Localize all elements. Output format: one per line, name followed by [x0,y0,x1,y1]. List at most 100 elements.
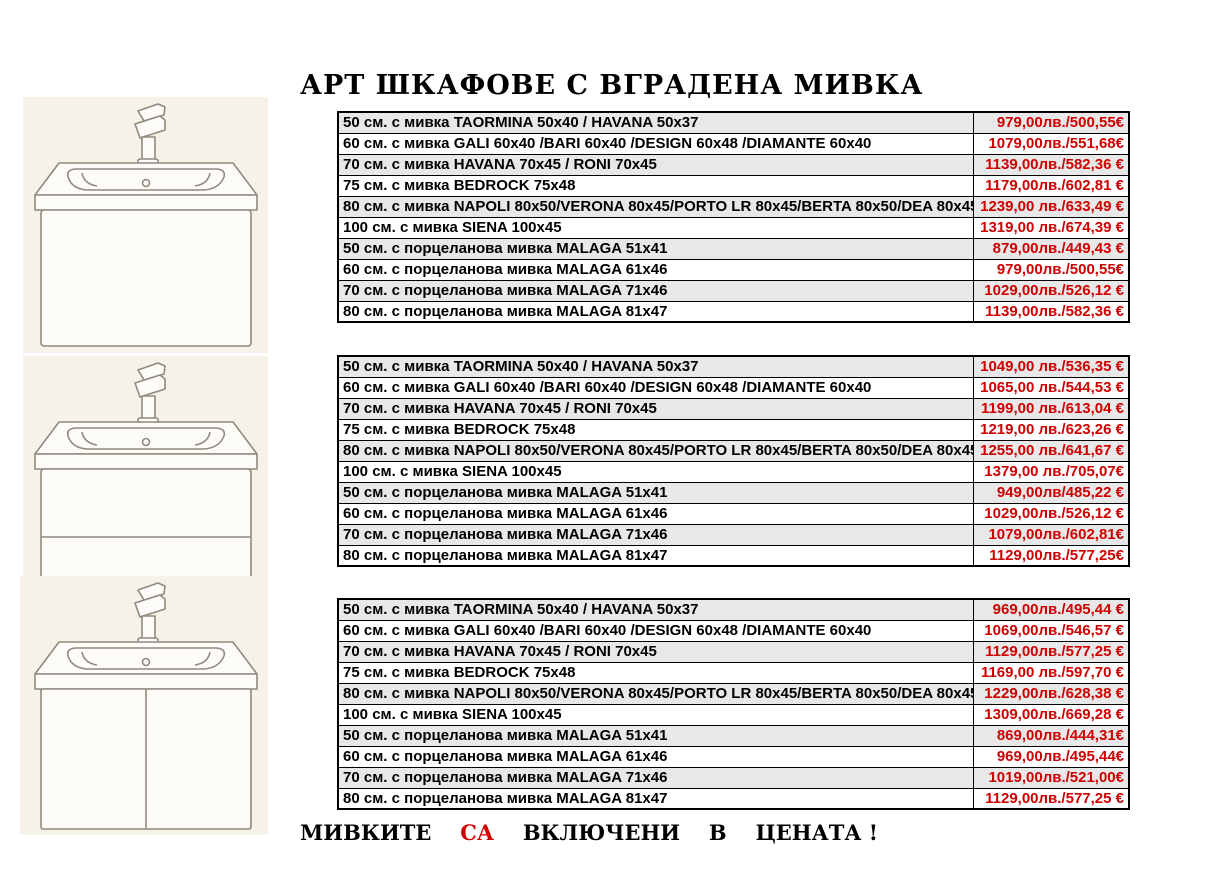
table-row: 50 см. с мивка TAORMINA 50x40 / HAVANA 5… [337,111,1130,134]
sink-icon [34,641,258,690]
table-row: 80 см. с мивка NAPOLI 80x50/VERONA 80x45… [337,439,1130,462]
table-row: 50 см. с порцеланова мивка MALAGA 51x41 9… [337,481,1130,504]
product-cell: 100 см. с мивка SIENA 100x45 [337,460,974,483]
table-row: 70 см. с порцеланова мивка MALAGA 71x46 1… [337,766,1130,789]
footer-word: В [708,820,727,845]
footer-word: ВКЛЮЧЕНИ [522,820,681,845]
price-cell: 949,00лв/485,22 € [972,481,1130,504]
product-cell: 100 см. с мивка SIENA 100x45 [337,703,974,726]
price-cell: 1069,00лв./546,57 € [972,619,1130,642]
vanity-cabinet-drawing [34,582,258,830]
product-cell: 60 см. с порцеланова мивка MALAGA 61x46 [337,745,974,768]
price-table-1: 50 см. с мивка TAORMINA 50x40 / HAVANA 5… [337,111,1130,323]
table-row: 60 см. с порцеланова мивка MALAGA 61x46 1… [337,502,1130,525]
table-row: 100 см. с мивка SIENA 100x45 1319,00 лв./… [337,216,1130,239]
product-cell: 75 см. с мивка BEDROCK 75x48 [337,174,974,197]
footer-word: ЦЕНАТА ! [755,820,878,845]
price-cell: 869,00лв./444,31€ [972,724,1130,747]
price-cell: 1139,00лв./582,36 € [972,300,1130,323]
table-row: 50 см. с мивка TAORMINA 50x40 / HAVANA 5… [337,598,1130,621]
product-cell: 80 см. с порцеланова мивка MALAGA 81x47 [337,544,974,567]
product-cell: 70 см. с мивка HAVANA 70x45 / RONI 70x45 [337,397,974,420]
table-row: 80 см. с порцеланова мивка MALAGA 81x47 1… [337,544,1130,567]
price-cell: 1239,00 лв./633,49 € [972,195,1130,218]
product-cell: 70 см. с мивка HAVANA 70x45 / RONI 70x45 [337,153,974,176]
price-cell: 879,00лв./449,43 € [972,237,1130,260]
faucet-icon [134,362,166,424]
product-cell: 100 см. с мивка SIENA 100x45 [337,216,974,239]
price-cell: 1019,00лв./521,00€ [972,766,1130,789]
table-row: 50 см. с порцеланова мивка MALAGA 51x41 8… [337,237,1130,260]
table-row: 100 см. с мивка SIENA 100x45 1309,00лв./6… [337,703,1130,726]
table-row: 60 см. с порцеланова мивка MALAGA 61x46 9… [337,258,1130,281]
price-cell: 1129,00лв./577,25 € [972,787,1130,810]
product-cell: 50 см. с мивка TAORMINA 50x40 / HAVANA 5… [337,355,974,378]
table-row: 70 см. с мивка HAVANA 70x45 / RONI 70x45… [337,640,1130,663]
price-cell: 1079,00лв./551,68€ [972,132,1130,155]
product-cell: 80 см. с мивка NAPOLI 80x50/VERONA 80x45… [337,682,974,705]
product-cell: 50 см. с мивка TAORMINA 50x40 / HAVANA 5… [337,598,974,621]
price-table-2: 50 см. с мивка TAORMINA 50x40 / HAVANA 5… [337,355,1130,567]
product-cell: 75 см. с мивка BEDROCK 75x48 [337,661,974,684]
table-row: 75 см. с мивка BEDROCK 75x48 1219,00 лв./… [337,418,1130,441]
product-cell: 60 см. с мивка GALI 60x40 /BARI 60x40 /D… [337,376,974,399]
product-cell: 70 см. с порцеланова мивка MALAGA 71x46 [337,523,974,546]
price-cell: 1219,00 лв./623,26 € [972,418,1130,441]
price-cell: 1255,00 лв./641,67 € [972,439,1130,462]
price-cell: 1129,00лв./577,25€ [972,544,1130,567]
vanity-cabinet-drawing [34,103,258,347]
footer-word-highlighted: СА [460,820,495,845]
price-cell: 1139,00лв./582,36 € [972,153,1130,176]
footer-note: МИВКИТЕ СА ВКЛЮЧЕНИ В ЦЕНАТА ! [300,820,878,845]
price-cell: 1179,00лв./602,81 € [972,174,1130,197]
vanity-illustration-plain-front [23,97,268,353]
product-cell: 80 см. с порцеланова мивка MALAGA 81x47 [337,787,974,810]
table-row: 80 см. с порцеланова мивка MALAGA 81x47 1… [337,300,1130,323]
cabinet-icon [40,209,252,347]
product-cell: 75 см. с мивка BEDROCK 75x48 [337,418,974,441]
table-row: 70 см. с мивка HAVANA 70x45 / RONI 70x45… [337,153,1130,176]
product-cell: 70 см. с мивка HAVANA 70x45 / RONI 70x45 [337,640,974,663]
product-cell: 50 см. с порцеланова мивка MALAGA 51x41 [337,724,974,747]
product-cell: 60 см. с мивка GALI 60x40 /BARI 60x40 /D… [337,619,974,642]
price-cell: 1065,00 лв./544,53 € [972,376,1130,399]
table-row: 70 см. с порцеланова мивка MALAGA 71x46 1… [337,523,1130,546]
table-row: 70 см. с порцеланова мивка MALAGA 71x46 1… [337,279,1130,302]
product-cell: 60 см. с порцеланова мивка MALAGA 61x46 [337,258,974,281]
vanity-cabinet-drawing [34,362,258,605]
product-cell: 60 см. с порцеланова мивка MALAGA 61x46 [337,502,974,525]
price-cell: 979,00лв./500,55€ [972,111,1130,134]
price-cell: 1309,00лв./669,28 € [972,703,1130,726]
table-row: 80 см. с мивка NAPOLI 80x50/VERONA 80x45… [337,682,1130,705]
product-cell: 70 см. с порцеланова мивка MALAGA 71x46 [337,279,974,302]
price-cell: 1169,00 лв./597,70 € [972,661,1130,684]
table-row: 60 см. с мивка GALI 60x40 /BARI 60x40 /D… [337,376,1130,399]
price-cell: 1079,00лв./602,81€ [972,523,1130,546]
sink-icon [34,162,258,211]
table-row: 50 см. с порцеланова мивка MALAGA 51x41 8… [337,724,1130,747]
price-cell: 969,00лв./495,44 € [972,598,1130,621]
product-cell: 80 см. с порцеланова мивка MALAGA 81x47 [337,300,974,323]
price-cell: 1379,00 лв./705,07€ [972,460,1130,483]
price-cell: 1049,00 лв./536,35 € [972,355,1130,378]
table-row: 75 см. с мивка BEDROCK 75x48 1179,00лв./6… [337,174,1130,197]
price-cell: 1319,00 лв./674,39 € [972,216,1130,239]
faucet-icon [134,103,166,165]
price-cell: 1229,00лв./628,38 € [972,682,1130,705]
price-cell: 1029,00лв./526,12 € [972,279,1130,302]
price-cell: 1029,00лв./526,12 € [972,502,1130,525]
table-row: 60 см. с мивка GALI 60x40 /BARI 60x40 /D… [337,132,1130,155]
vanity-illustration-two-drawers [23,356,268,610]
product-cell: 50 см. с мивка TAORMINA 50x40 / HAVANA 5… [337,111,974,134]
product-cell: 50 см. с порцеланова мивка MALAGA 51x41 [337,237,974,260]
table-row: 70 см. с мивка HAVANA 70x45 / RONI 70x45… [337,397,1130,420]
table-row: 100 см. с мивка SIENA 100x45 1379,00 лв./… [337,460,1130,483]
product-cell: 70 см. с порцеланова мивка MALAGA 71x46 [337,766,974,789]
table-row: 50 см. с мивка TAORMINA 50x40 / HAVANA 5… [337,355,1130,378]
price-table-3: 50 см. с мивка TAORMINA 50x40 / HAVANA 5… [337,598,1130,810]
price-cell: 1199,00 лв./613,04 € [972,397,1130,420]
table-row: 80 см. с мивка NAPOLI 80x50/VERONA 80x45… [337,195,1130,218]
price-cell: 969,00лв./495,44€ [972,745,1130,768]
faucet-icon [134,582,166,644]
product-cell: 60 см. с мивка GALI 60x40 /BARI 60x40 /D… [337,132,974,155]
